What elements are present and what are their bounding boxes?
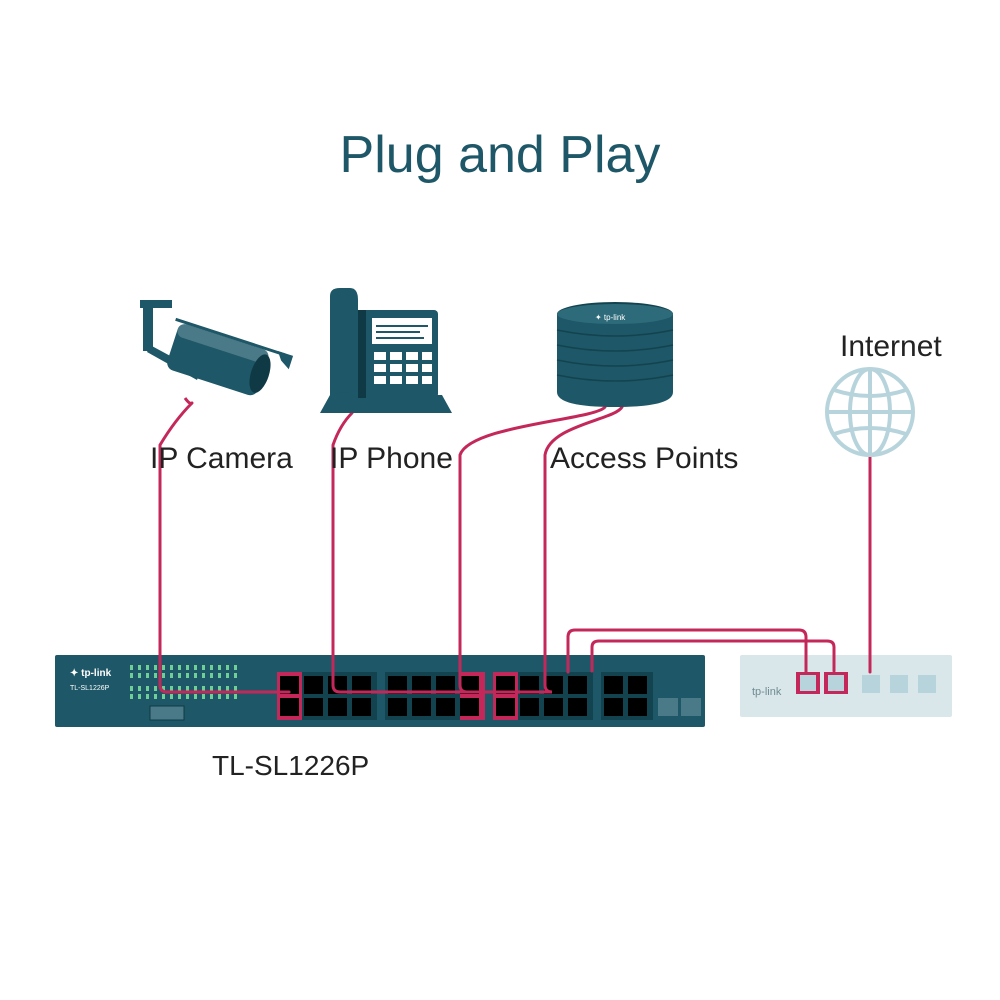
ip-camera-icon [140,300,293,404]
globe-internet-icon [827,369,913,455]
svg-text:TL-SL1226P: TL-SL1226P [70,685,110,692]
router-icon: tp-link [740,655,952,717]
svg-text:✦ tp-link: ✦ tp-link [595,313,626,322]
internet-label: Internet [840,330,942,364]
svg-text:tp-link: tp-link [752,686,782,698]
ip-phone-label: IP Phone [330,442,453,476]
access-points-label: Access Points [550,442,738,476]
ip-camera-label: IP Camera [150,442,293,476]
svg-text:✦ tp-link: ✦ tp-link [70,668,112,679]
ip-phone-icon [320,288,452,413]
switch-model-label: TL-SL1226P [212,750,369,782]
diagram-canvas: ✦ tp-link TL-SL1226P [0,0,1000,1000]
access-point-icon: ✦ tp-link [557,302,673,407]
